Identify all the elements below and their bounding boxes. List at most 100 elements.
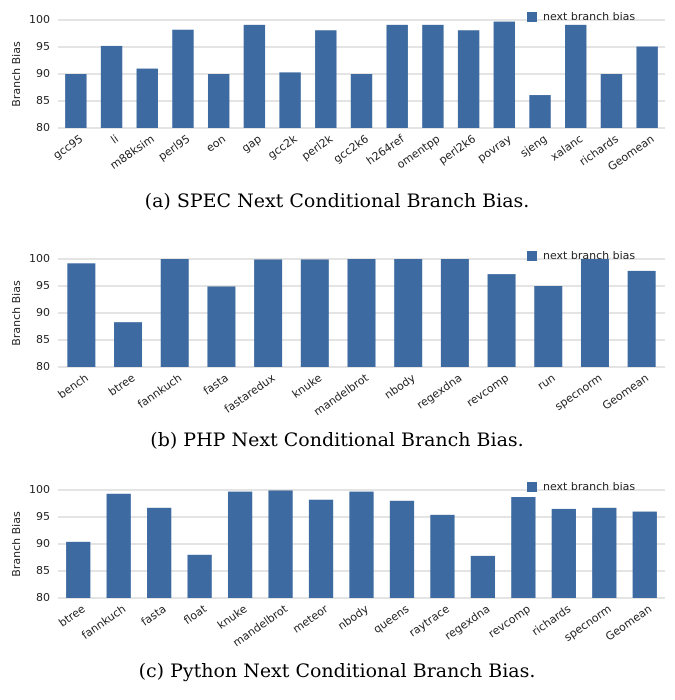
bar xyxy=(349,491,374,598)
x-tick-label: knuke xyxy=(215,602,250,632)
x-tick-label: gcc2k xyxy=(265,132,300,162)
x-tick-label: perl2k6 xyxy=(436,132,478,167)
y-axis-label: Branch Bias xyxy=(10,280,23,346)
x-tick-label: revcomp xyxy=(486,602,533,640)
y-axis-label: Branch Bias xyxy=(10,511,23,577)
bar xyxy=(386,24,408,128)
x-tick-label: li xyxy=(109,132,121,146)
legend-swatch xyxy=(527,251,537,261)
y-tick-label: 80 xyxy=(36,121,50,134)
x-tick-label: regexdna xyxy=(414,371,464,411)
x-tick-label: btree xyxy=(106,371,137,398)
x-tick-label: gcc95 xyxy=(51,132,86,162)
bar xyxy=(243,24,266,128)
y-tick-label: 85 xyxy=(36,564,50,577)
bar xyxy=(268,490,293,598)
bar xyxy=(493,21,516,128)
bar xyxy=(347,259,376,367)
x-tick-label: fasta xyxy=(139,602,169,628)
bar xyxy=(207,286,236,367)
bar xyxy=(100,45,123,128)
caption: (a) SPEC Next Conditional Branch Bias. xyxy=(145,190,530,212)
bar xyxy=(551,508,576,598)
x-tick-label: regexdna xyxy=(442,602,492,642)
bar xyxy=(172,29,194,128)
y-tick-label: 90 xyxy=(36,537,50,550)
legend-label: next branch bias xyxy=(543,10,635,23)
bar xyxy=(187,554,212,598)
x-tick-label: Geomean xyxy=(603,602,654,643)
bar xyxy=(67,263,96,367)
x-tick-label: perl2k xyxy=(299,132,335,163)
bar xyxy=(627,270,656,367)
bar xyxy=(315,30,337,128)
bar xyxy=(534,286,563,367)
x-tick-label: gcc2k6 xyxy=(331,132,371,165)
caption: (b) PHP Next Conditional Branch Bias. xyxy=(150,429,523,451)
caption: (c) Python Next Conditional Branch Bias. xyxy=(139,660,536,682)
y-tick-label: 95 xyxy=(36,279,50,292)
bar xyxy=(470,555,496,598)
x-tick-label: sjeng xyxy=(518,132,550,160)
x-tick-label: specnorm xyxy=(552,371,604,413)
x-tick-label: knuke xyxy=(290,371,325,401)
bar xyxy=(565,24,587,128)
bar xyxy=(511,497,536,598)
x-tick-label: run xyxy=(535,371,558,392)
bar xyxy=(422,24,444,128)
bar xyxy=(114,322,143,367)
y-tick-label: 100 xyxy=(29,13,50,26)
x-tick-label: eon xyxy=(204,132,228,154)
bar xyxy=(66,541,91,598)
bar xyxy=(207,74,230,128)
x-tick-label: btree xyxy=(56,602,87,629)
bar xyxy=(430,514,455,598)
bar xyxy=(457,30,480,128)
bar xyxy=(65,74,87,128)
legend-label: next branch bias xyxy=(543,249,635,262)
y-tick-label: 85 xyxy=(36,333,50,346)
x-tick-label: nbody xyxy=(382,371,418,402)
bar xyxy=(487,274,516,367)
y-axis-label: Branch Bias xyxy=(10,41,23,107)
bar xyxy=(254,259,283,367)
y-tick-label: 80 xyxy=(36,360,50,373)
x-tick-label: queens xyxy=(371,602,412,636)
y-tick-label: 95 xyxy=(36,40,50,53)
bar xyxy=(136,68,158,128)
bar xyxy=(632,511,657,598)
bar xyxy=(580,259,609,367)
bar xyxy=(160,259,189,367)
x-tick-label: perl95 xyxy=(156,132,192,163)
bar xyxy=(389,500,415,598)
x-tick-label: revcomp xyxy=(464,371,511,409)
x-tick-label: meteor xyxy=(290,602,330,636)
y-tick-label: 80 xyxy=(36,591,50,604)
bar xyxy=(394,259,423,367)
bar xyxy=(529,95,551,128)
bar xyxy=(279,72,301,128)
legend-swatch xyxy=(527,482,537,492)
y-tick-label: 90 xyxy=(36,306,50,319)
x-tick-label: fannkuch xyxy=(79,602,128,642)
bar xyxy=(350,74,373,128)
y-tick-label: 90 xyxy=(36,67,50,80)
legend-label: next branch bias xyxy=(543,480,635,493)
bar xyxy=(308,499,334,598)
bar xyxy=(636,46,658,128)
y-tick-label: 100 xyxy=(29,483,50,496)
x-tick-label: fasta xyxy=(201,371,231,397)
x-tick-label: nbody xyxy=(335,602,371,633)
x-tick-label: fastaredux xyxy=(222,371,278,416)
x-tick-label: povray xyxy=(475,132,514,165)
x-tick-label: fannkuch xyxy=(135,371,184,411)
bar xyxy=(227,491,253,598)
y-tick-label: 95 xyxy=(36,510,50,523)
bar xyxy=(440,259,469,367)
bar xyxy=(147,507,172,598)
bar xyxy=(300,259,329,367)
y-tick-label: 85 xyxy=(36,94,50,107)
legend-swatch xyxy=(527,12,537,22)
bar xyxy=(106,493,131,598)
